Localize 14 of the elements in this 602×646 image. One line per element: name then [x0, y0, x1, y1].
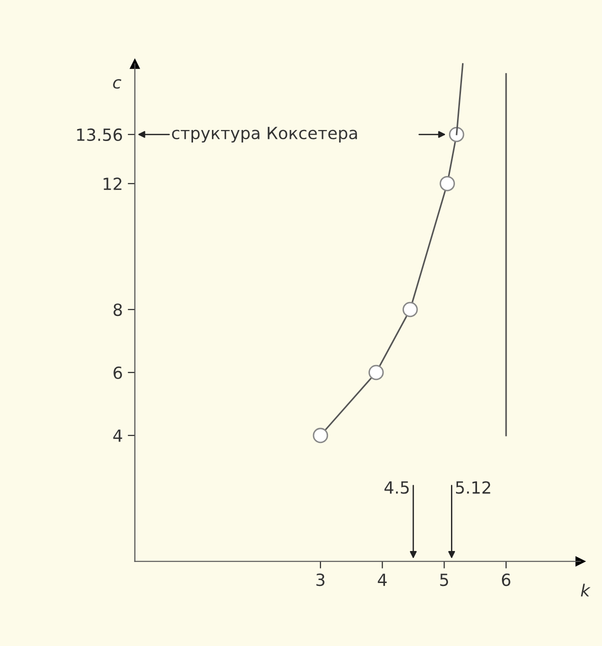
annotation: 4.5 — [384, 481, 409, 494]
x-tick-label: 4 — [378, 574, 387, 586]
y-tick-label: 13.56 — [77, 128, 122, 142]
y-tick-label: 8 — [114, 303, 122, 316]
y-axis-title: c — [113, 79, 122, 89]
y-tick-label: 12 — [104, 178, 122, 190]
x-tick-label: 6 — [502, 573, 510, 586]
y-tick-label: 4 — [113, 430, 122, 442]
x-axis-title: k — [580, 584, 591, 596]
x-tick-label: 3 — [316, 573, 324, 586]
annotation: структура Коксетера — [172, 126, 357, 143]
y-tick-label: 6 — [114, 366, 122, 380]
x-tick-label: 5 — [440, 574, 448, 586]
annotation: 5.12 — [456, 481, 490, 494]
